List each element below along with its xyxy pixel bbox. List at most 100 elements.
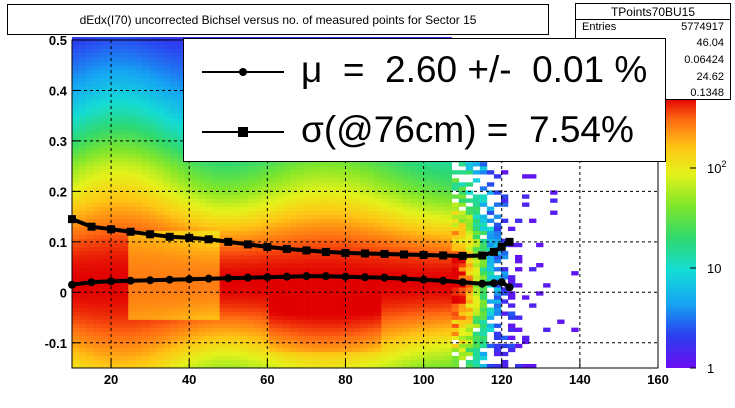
- heatmap-cell: [128, 234, 136, 240]
- heatmap-cell: [121, 359, 129, 365]
- heatmap-cell: [282, 210, 291, 215]
- heatmap-cell: [451, 186, 460, 191]
- heatmap-cell: [388, 230, 396, 236]
- heatmap-cell: [367, 190, 375, 195]
- heatmap-cell: [515, 259, 523, 264]
- z-tick-label: 1: [707, 361, 714, 376]
- heatmap-cell: [282, 343, 291, 349]
- heatmap-cell: [191, 323, 199, 328]
- heatmap-cell: [177, 311, 185, 316]
- heatmap-cell: [121, 117, 129, 123]
- heatmap-cell: [458, 162, 467, 167]
- heatmap-cell: [332, 259, 340, 264]
- heatmap-cell: [233, 222, 242, 228]
- heatmap-cell: [360, 234, 368, 240]
- heatmap-cell: [254, 206, 263, 211]
- heatmap-cell: [402, 174, 410, 179]
- heatmap-cell: [275, 303, 284, 308]
- heatmap-cell: [423, 311, 431, 316]
- heatmap-cell: [472, 307, 481, 312]
- heatmap-cell: [205, 218, 213, 223]
- heatmap-cell: [198, 303, 206, 308]
- heatmap-cell: [247, 347, 256, 353]
- heatmap-cell: [135, 315, 143, 320]
- heatmap-cell: [86, 363, 94, 369]
- heatmap-cell: [311, 178, 319, 183]
- heatmap-cell: [318, 202, 326, 207]
- heatmap-cell: [156, 339, 164, 345]
- heatmap-cell: [128, 359, 136, 365]
- heatmap-cell: [437, 339, 445, 345]
- heatmap-cell: [332, 230, 340, 236]
- heatmap-cell: [107, 343, 115, 349]
- heatmap-cell: [128, 210, 136, 215]
- heatmap-cell: [163, 77, 171, 82]
- heatmap-cell: [437, 291, 445, 296]
- heatmap-cell: [170, 145, 178, 151]
- heatmap-cell: [268, 267, 277, 272]
- heatmap-cell: [163, 133, 171, 139]
- heatmap-cell: [142, 166, 150, 171]
- heatmap-cell: [114, 53, 122, 58]
- heatmap-cell: [149, 77, 157, 82]
- series-layer: [68, 215, 514, 292]
- heatmap-cell: [507, 347, 516, 353]
- heatmap-cell: [170, 238, 178, 244]
- heatmap-cell: [339, 254, 347, 260]
- heatmap-cell: [107, 121, 115, 127]
- heatmap-cell: [402, 295, 410, 300]
- heatmap-cell: [198, 291, 206, 296]
- heatmap-cell: [304, 162, 312, 167]
- heatmap-cell: [346, 238, 354, 244]
- heatmap-cell: [233, 319, 242, 324]
- heatmap-cell: [297, 238, 305, 244]
- heatmap-cell: [444, 250, 453, 256]
- heatmap-cell: [332, 222, 340, 228]
- heatmap-cell: [437, 186, 445, 191]
- heatmap-cell: [247, 307, 256, 312]
- heatmap-cell: [515, 218, 523, 223]
- heatmap-cell: [339, 327, 347, 332]
- heatmap-cell: [163, 226, 171, 232]
- heatmap-cell: [416, 295, 424, 300]
- heatmap-cell: [479, 263, 488, 268]
- heatmap-cell: [339, 202, 347, 207]
- heatmap-cell: [233, 347, 242, 353]
- heatmap-cell: [163, 347, 171, 353]
- heatmap-cell: [156, 343, 164, 349]
- heatmap-cell: [339, 238, 347, 244]
- heatmap-cell: [219, 267, 227, 272]
- heatmap-cell: [254, 194, 263, 199]
- heatmap-cell: [79, 109, 87, 114]
- heatmap-cell: [507, 327, 516, 332]
- heatmap-cell: [191, 259, 199, 264]
- heatmap-cell: [500, 250, 509, 256]
- heatmap-cell: [233, 323, 242, 328]
- heatmap-cell: [437, 359, 445, 365]
- heatmap-cell: [465, 343, 474, 349]
- heatmap-cell: [381, 234, 389, 240]
- heatmap-cell: [219, 279, 227, 284]
- heatmap-cell: [268, 178, 277, 183]
- heatmap-cell: [170, 77, 178, 82]
- heatmap-cell: [177, 113, 185, 119]
- heatmap-cell: [409, 351, 417, 357]
- heatmap-cell: [388, 190, 396, 195]
- heatmap-cell: [268, 259, 277, 264]
- heatmap-cell: [416, 186, 424, 191]
- heatmap-cell: [156, 182, 164, 187]
- heatmap-cell: [311, 166, 319, 171]
- heatmap-cell: [444, 319, 453, 324]
- heatmap-cell: [388, 287, 396, 292]
- heatmap-cell: [254, 178, 263, 183]
- heatmap-cell: [156, 162, 164, 167]
- heatmap-cell: [149, 343, 157, 349]
- heatmap-cell: [311, 307, 319, 312]
- heatmap-cell: [423, 218, 431, 223]
- heatmap-cell: [93, 121, 101, 127]
- heatmap-cell: [367, 283, 375, 288]
- heatmap-cell: [353, 299, 361, 304]
- heatmap-cell: [360, 214, 368, 219]
- heatmap-cell: [493, 351, 502, 357]
- heatmap-cell: [304, 226, 312, 232]
